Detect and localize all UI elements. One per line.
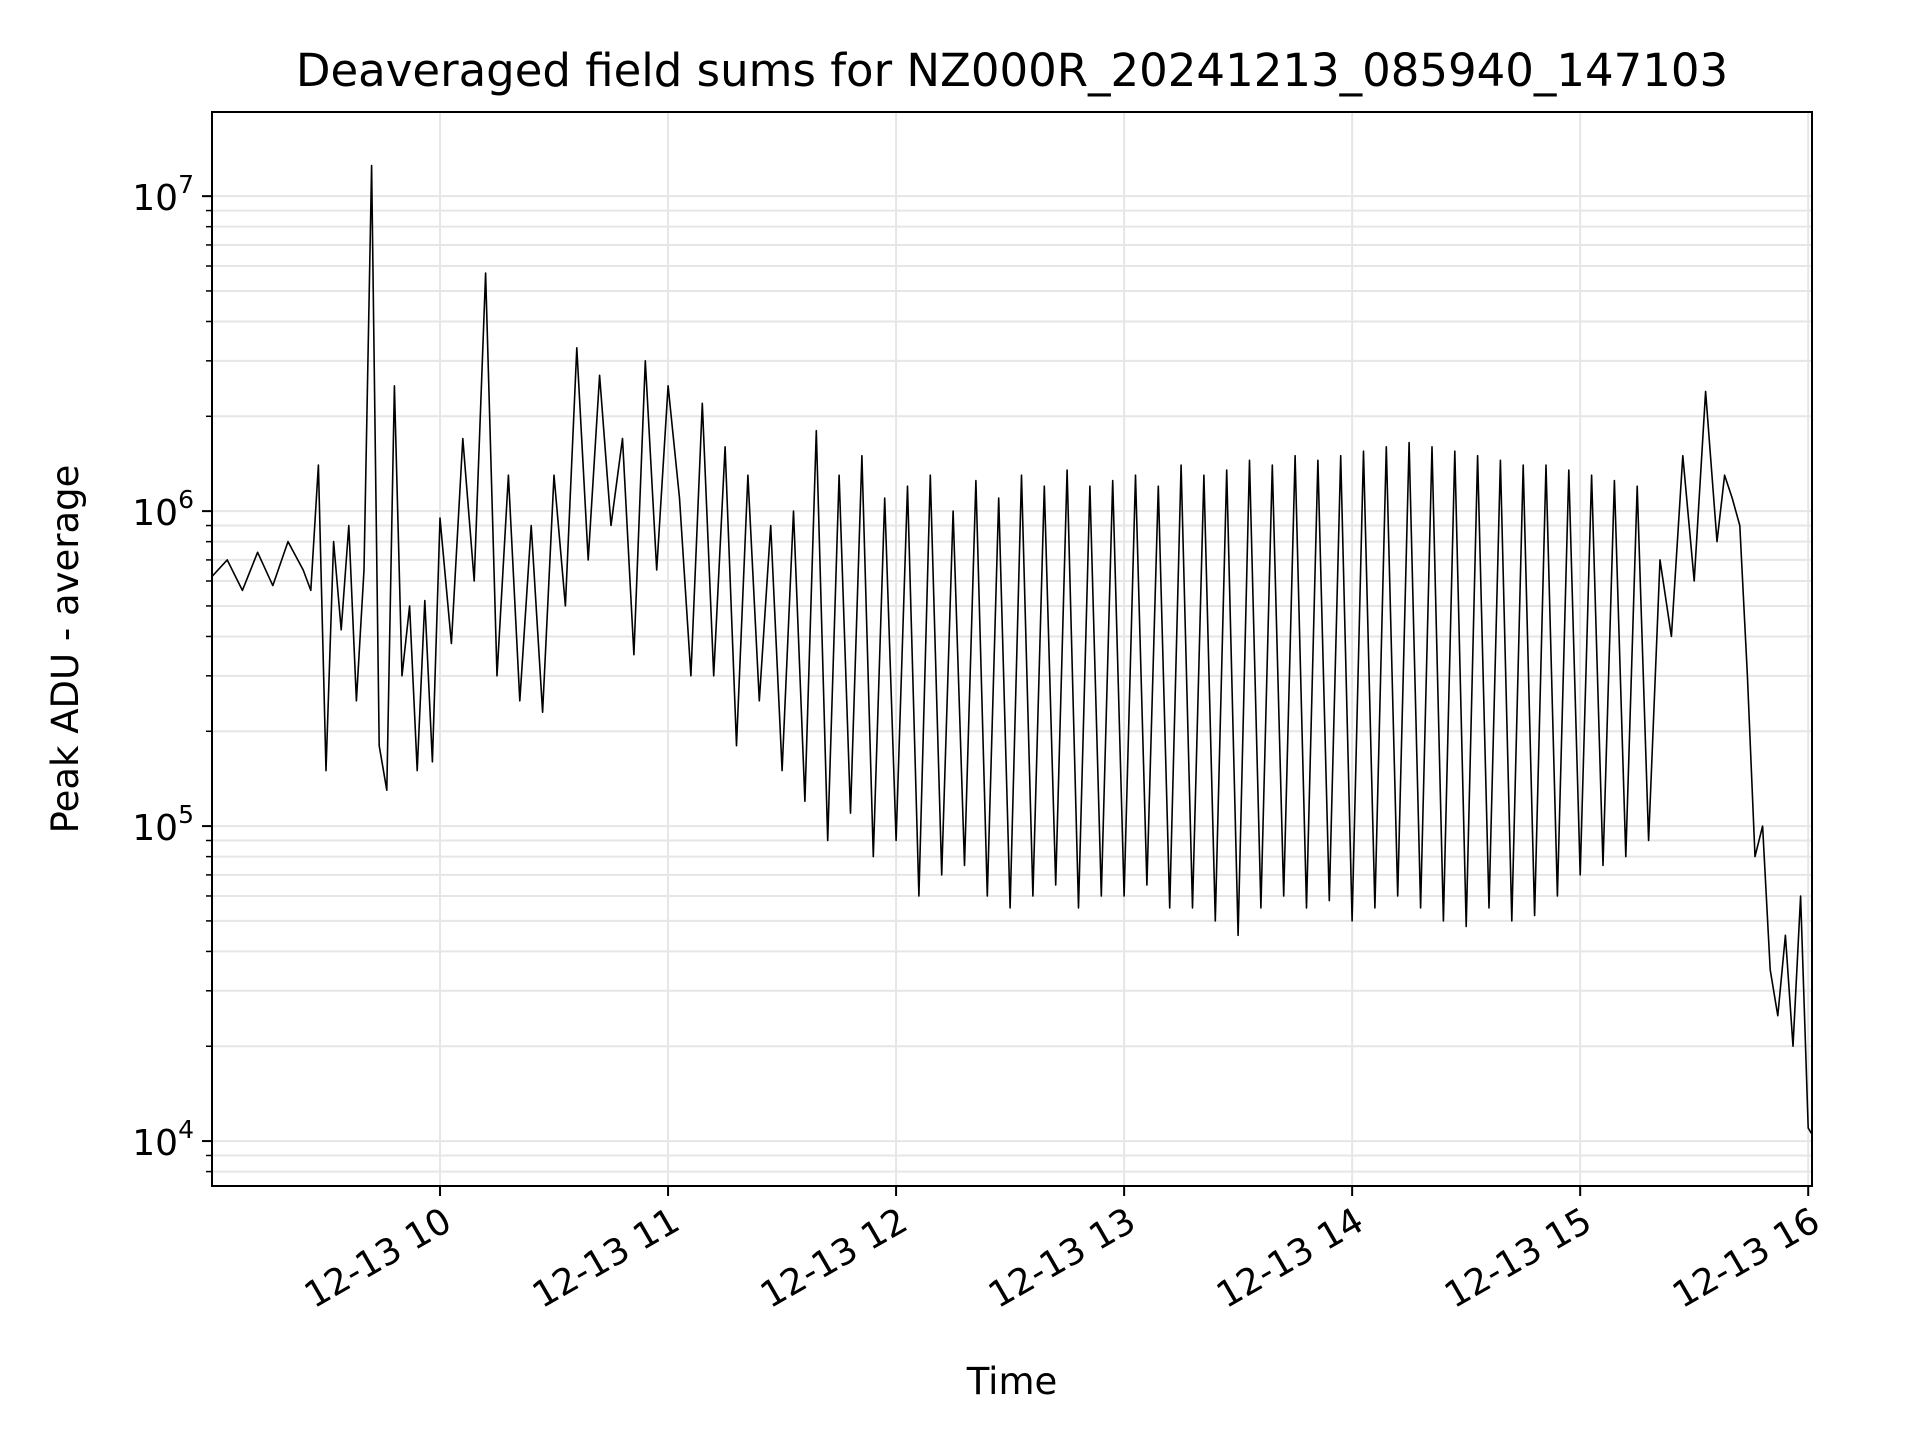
y-axis-ticks: 104 105 106 107 — [132, 170, 212, 1173]
y-tick-label: 104 — [132, 1115, 194, 1164]
series-layer — [211, 164, 1813, 1135]
y-tick-label: 106 — [132, 485, 194, 534]
y-axis-label: Peak ADU - average — [44, 465, 87, 834]
plot-frame — [211, 111, 1813, 1187]
series-line — [211, 164, 1813, 1135]
chart-title: Deaveraged field sums for NZ000R_2024121… — [296, 44, 1728, 97]
x-axis-label: Time — [966, 1360, 1058, 1403]
y-tick-label: 107 — [132, 170, 194, 219]
y-tick-label: 105 — [132, 800, 194, 849]
